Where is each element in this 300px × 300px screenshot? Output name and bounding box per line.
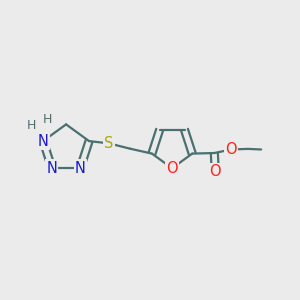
Text: H: H	[27, 119, 37, 132]
Text: H: H	[43, 113, 52, 126]
Text: N: N	[46, 160, 57, 175]
Text: N: N	[38, 134, 49, 148]
Text: S: S	[104, 136, 114, 151]
Text: O: O	[226, 142, 237, 157]
Text: N: N	[75, 160, 86, 175]
Text: O: O	[209, 164, 221, 179]
Text: O: O	[166, 161, 178, 176]
